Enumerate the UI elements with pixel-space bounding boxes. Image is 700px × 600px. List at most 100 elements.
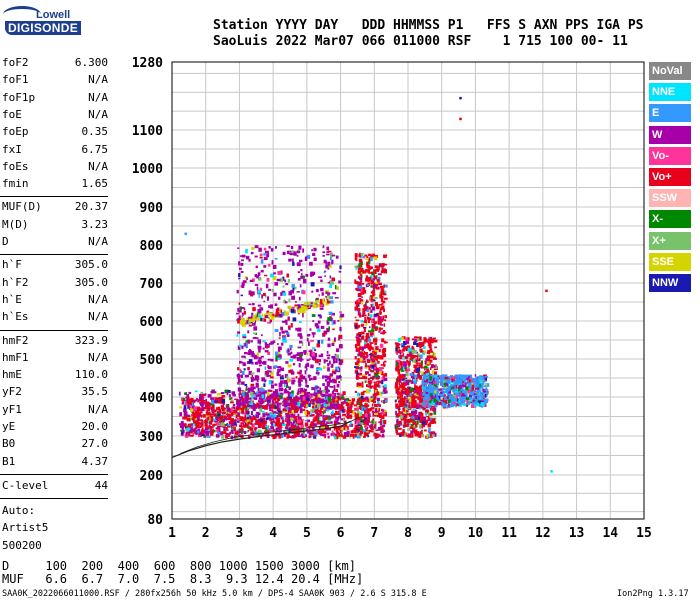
echo-point (396, 362, 398, 367)
echo-point (350, 402, 354, 406)
echo-point (398, 373, 401, 377)
echo-point (325, 264, 328, 269)
echo-point (318, 276, 323, 279)
echo-point (370, 271, 373, 274)
echo-point (287, 364, 292, 368)
echo-point (425, 413, 428, 416)
echo-point (238, 302, 241, 305)
echo-point (370, 255, 374, 258)
echo-point (400, 382, 404, 386)
echo-point (272, 429, 276, 432)
legend-item-nne: NNE (649, 83, 691, 102)
echo-point (364, 404, 367, 410)
echo-point (434, 371, 437, 377)
echo-point (322, 411, 326, 414)
echo-point (263, 247, 267, 251)
echo-point (280, 392, 284, 395)
echo-point (404, 413, 408, 418)
echo-point (288, 298, 291, 303)
echo-point (367, 317, 372, 321)
echo-point (416, 362, 419, 365)
echo-point (440, 382, 443, 387)
echo-point (292, 418, 295, 421)
echo-point (414, 415, 418, 420)
echo-point (346, 412, 350, 417)
echo-point (275, 308, 279, 313)
echo-point (381, 380, 384, 385)
echo-point (366, 255, 369, 260)
echo-point (306, 426, 309, 428)
echo-point (338, 380, 340, 384)
echo-point (470, 387, 475, 392)
echo-point (284, 311, 289, 316)
echo-point (405, 372, 409, 377)
echo-point (373, 386, 377, 390)
echo-point (247, 387, 252, 392)
echo-point (250, 340, 253, 343)
echo-point (459, 401, 462, 405)
echo-point (426, 410, 429, 414)
echo-point (240, 284, 243, 288)
echo-point (412, 408, 417, 414)
echo-point (434, 404, 438, 408)
echo-point (445, 374, 448, 377)
echo-point (238, 267, 242, 270)
echo-point (462, 403, 466, 406)
echo-point (247, 366, 250, 371)
echo-point (374, 373, 379, 378)
echo-point (237, 420, 240, 423)
echo-point (400, 349, 404, 354)
echo-point (236, 318, 240, 321)
echo-point (378, 327, 382, 331)
echo-point (358, 281, 362, 284)
echo-point (364, 432, 368, 436)
echo-point (480, 397, 484, 400)
echo-point (365, 300, 369, 303)
echo-point (312, 358, 316, 361)
echo-point (328, 311, 333, 316)
echo-point (410, 424, 414, 429)
echo-point (330, 433, 333, 436)
echo-point (195, 424, 200, 429)
echo-point (256, 352, 260, 357)
echo-point (362, 358, 366, 361)
echo-point (307, 419, 311, 423)
echo-point (395, 399, 397, 403)
echo-point (400, 336, 404, 340)
echo-point (252, 407, 256, 412)
echo-point (276, 343, 279, 345)
echo-point (372, 393, 377, 397)
echo-point (322, 365, 326, 369)
echo-point (222, 431, 227, 435)
echo-point (299, 308, 303, 313)
echo-point (310, 422, 315, 425)
echo-point (271, 288, 274, 293)
echo-point (263, 380, 267, 383)
echo-point (366, 431, 369, 433)
echo-point (336, 392, 340, 395)
echo-point (296, 255, 299, 257)
echo-point (337, 422, 341, 425)
echo-point (335, 389, 339, 393)
echo-point (314, 435, 317, 439)
echo-point (213, 423, 217, 426)
echo-point (221, 398, 226, 404)
echo-point (335, 348, 340, 353)
echo-point (356, 347, 361, 352)
echo-point (289, 252, 292, 255)
echo-point (249, 391, 254, 396)
param-value: 4.37 (81, 454, 109, 468)
echo-point (336, 286, 339, 290)
echo-point (285, 418, 287, 422)
echo-point (395, 410, 397, 415)
echo-point (299, 284, 302, 288)
echo-point (361, 381, 364, 385)
echo-point (317, 320, 321, 324)
echo-point (360, 282, 365, 285)
echo-point (471, 382, 474, 386)
echo-point (322, 407, 326, 411)
echo-point (343, 420, 346, 423)
echo-point (204, 419, 208, 424)
echo-point (429, 344, 432, 349)
echo-point (412, 379, 417, 382)
